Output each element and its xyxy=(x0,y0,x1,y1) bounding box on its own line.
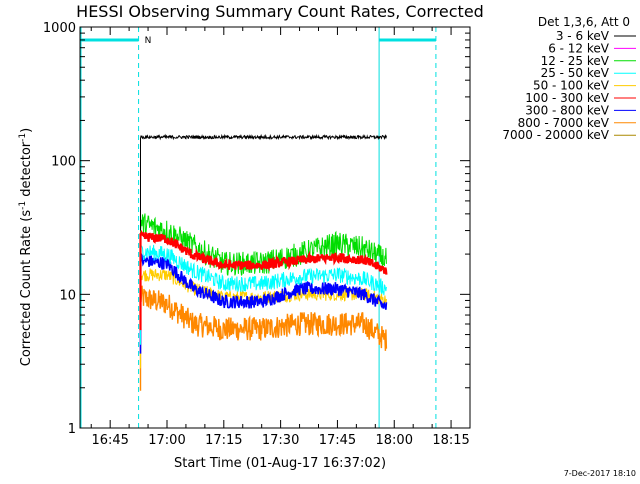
y-axis-title-end: ) xyxy=(19,128,34,133)
y-axis-title-mid: detector xyxy=(19,141,34,201)
night-periods: N xyxy=(80,27,437,428)
series-line-5 xyxy=(139,229,388,331)
x-axis: 16:45 17:00 17:15 17:30 17:45 18:00 18:15 xyxy=(90,27,471,448)
legend-label: 25 - 50 keV xyxy=(541,66,610,80)
y-tick-label: 100 xyxy=(51,155,76,170)
y-axis-title-exp1: -1 xyxy=(18,201,28,210)
series-line-0 xyxy=(140,133,387,231)
x-tick-label: 17:00 xyxy=(148,433,185,448)
x-tick-label: 18:15 xyxy=(432,433,469,448)
series-line-7 xyxy=(139,285,388,391)
series-line-2 xyxy=(140,213,387,317)
series-line-6 xyxy=(139,251,388,354)
y-tick-label: 1000 xyxy=(43,21,76,36)
y-axis-title-main: Corrected Count Rate (s xyxy=(19,210,34,367)
legend-header: Det 1,3,6, Att 0 xyxy=(538,15,630,29)
x-axis-title: Start Time (01-Aug-17 16:37:02) xyxy=(174,456,386,471)
legend-label: 100 - 300 keV xyxy=(525,91,609,105)
y-tick-label: 10 xyxy=(59,288,76,303)
y-axis-title-exp2: -1 xyxy=(18,133,28,142)
legend-label: 6 - 12 keV xyxy=(548,41,610,55)
legend-label: 300 - 800 keV xyxy=(525,103,609,117)
legend-label: 800 - 7000 keV xyxy=(518,116,610,130)
y-axis-title: Corrected Count Rate (s-1 detector-1) xyxy=(18,128,34,366)
legend-label: 12 - 25 keV xyxy=(541,54,610,68)
y-tick-label: 1 xyxy=(68,422,76,437)
x-tick-label: 17:30 xyxy=(262,433,299,448)
plot-frame xyxy=(79,26,471,429)
x-tick-label: 16:45 xyxy=(91,433,128,448)
series-lines xyxy=(139,133,388,391)
legend-label: 7000 - 20000 keV xyxy=(502,128,609,142)
x-tick-label: 17:15 xyxy=(205,433,242,448)
chart-title: HESSI Observing Summary Count Rates, Cor… xyxy=(76,2,484,21)
legend-label: 3 - 6 keV xyxy=(556,29,610,43)
footer-date: 7-Dec-2017 18:10 xyxy=(564,469,636,478)
night-label: N xyxy=(145,36,152,46)
legend-label: 50 - 100 keV xyxy=(533,79,610,93)
x-tick-label: 18:00 xyxy=(376,433,413,448)
series-line-3 xyxy=(140,244,387,345)
x-tick-label: 17:45 xyxy=(319,433,356,448)
y-axis: 1 10 100 1000 xyxy=(43,21,470,437)
